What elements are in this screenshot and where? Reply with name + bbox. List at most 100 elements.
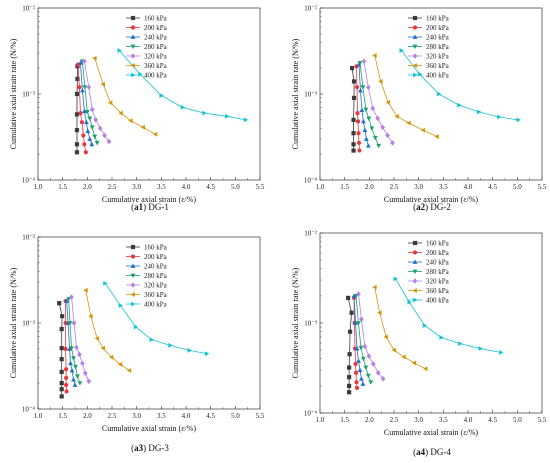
legend-marker <box>131 72 136 78</box>
data-point <box>82 85 88 90</box>
legend-label: 200 kPa <box>426 249 450 257</box>
x-tick-label: 4.5 <box>488 183 497 191</box>
series-280-kpa <box>357 61 382 149</box>
legend-label: 200 kPa <box>144 24 168 32</box>
data-point <box>159 93 164 98</box>
data-point <box>369 126 375 131</box>
data-point <box>94 336 100 341</box>
data-point <box>347 329 353 334</box>
data-point <box>437 91 442 97</box>
series-320-kpa <box>69 294 92 385</box>
data-point <box>365 373 371 379</box>
x-tick-label: 2.5 <box>108 183 117 191</box>
data-point <box>71 320 77 326</box>
x-tick-label: 3.5 <box>439 416 448 424</box>
data-point <box>401 354 406 360</box>
y-axis-label: Cumulative axial strain rate (N/%) <box>291 38 300 149</box>
x-tick-label: 4.0 <box>182 183 191 191</box>
series-line <box>358 293 384 380</box>
legend-marker <box>412 259 418 264</box>
data-point <box>86 84 92 90</box>
data-point <box>89 106 95 113</box>
legend-marker <box>130 63 135 68</box>
data-point <box>94 141 100 146</box>
data-point <box>59 357 64 362</box>
data-point <box>63 346 68 351</box>
x-tick-label: 4.0 <box>464 183 473 191</box>
data-point <box>356 321 361 326</box>
data-point <box>83 370 88 377</box>
legend-marker <box>412 15 418 21</box>
data-point <box>59 387 64 392</box>
data-point <box>83 150 88 155</box>
data-point <box>243 117 249 123</box>
data-point <box>351 148 356 153</box>
data-point <box>80 360 85 367</box>
data-point <box>100 81 106 87</box>
data-point <box>140 124 145 130</box>
data-point <box>359 376 364 381</box>
data-point <box>422 323 428 328</box>
series-400-kpa <box>103 280 210 357</box>
series-280-kpa <box>353 294 374 385</box>
y-axis-label: Cumulative axial strain rate (N/%) <box>9 267 18 378</box>
x-axis-label: Cumulative axial strain (ε/%) <box>384 195 479 204</box>
data-point <box>67 321 73 326</box>
legend-label: 240 kPa <box>144 263 168 271</box>
x-tick-label: 4.5 <box>206 412 215 420</box>
x-tick-label: 5.5 <box>538 183 547 191</box>
y-tick-label: 10⁻³ <box>304 91 317 99</box>
data-point <box>59 394 64 399</box>
data-point <box>363 136 369 141</box>
series-line <box>355 295 372 383</box>
legend-label: 160 kPa <box>144 244 168 252</box>
data-point <box>225 113 230 119</box>
data-point <box>88 313 93 319</box>
data-point <box>347 352 352 357</box>
data-point <box>420 127 425 133</box>
data-point <box>357 367 363 372</box>
legend-marker <box>130 292 135 297</box>
data-point <box>399 48 404 53</box>
y-tick-label: 10⁻³ <box>22 320 35 328</box>
data-point <box>83 119 89 125</box>
legend-marker <box>130 34 136 39</box>
data-point <box>106 138 112 145</box>
y-tick-label: 10⁻² <box>304 230 317 238</box>
legend-label: 160 kPa <box>144 15 168 23</box>
data-point <box>354 385 360 391</box>
data-point <box>117 361 123 367</box>
data-point <box>57 301 62 306</box>
legend-marker <box>131 301 136 307</box>
data-point <box>68 360 73 366</box>
data-point <box>79 87 85 93</box>
legend-marker <box>130 25 136 30</box>
series-line <box>82 61 98 144</box>
series-320-kpa <box>361 58 395 146</box>
x-tick-label: 3.0 <box>414 416 423 424</box>
data-point <box>102 132 107 139</box>
data-point <box>411 360 417 366</box>
series-200-kpa <box>63 298 69 394</box>
data-point <box>458 341 463 347</box>
data-point <box>359 316 364 323</box>
data-point <box>360 85 366 90</box>
data-point <box>378 79 383 84</box>
data-point <box>356 358 361 363</box>
data-point <box>64 367 69 372</box>
x-tick-label: 4.0 <box>464 416 473 424</box>
data-point <box>499 350 504 355</box>
data-point <box>377 310 382 316</box>
series-240-kpa <box>356 62 371 148</box>
legend-marker <box>130 263 136 268</box>
legend-label: 160 kPa <box>426 240 450 248</box>
series-360-kpa <box>83 287 132 373</box>
x-tick-label: 4.5 <box>488 416 497 424</box>
x-tick-label: 3.0 <box>132 183 141 191</box>
y-tick-label: 10⁻⁴ <box>304 177 318 185</box>
data-point <box>478 346 483 351</box>
x-tick-label: 5.5 <box>256 183 265 191</box>
data-point <box>133 324 139 330</box>
